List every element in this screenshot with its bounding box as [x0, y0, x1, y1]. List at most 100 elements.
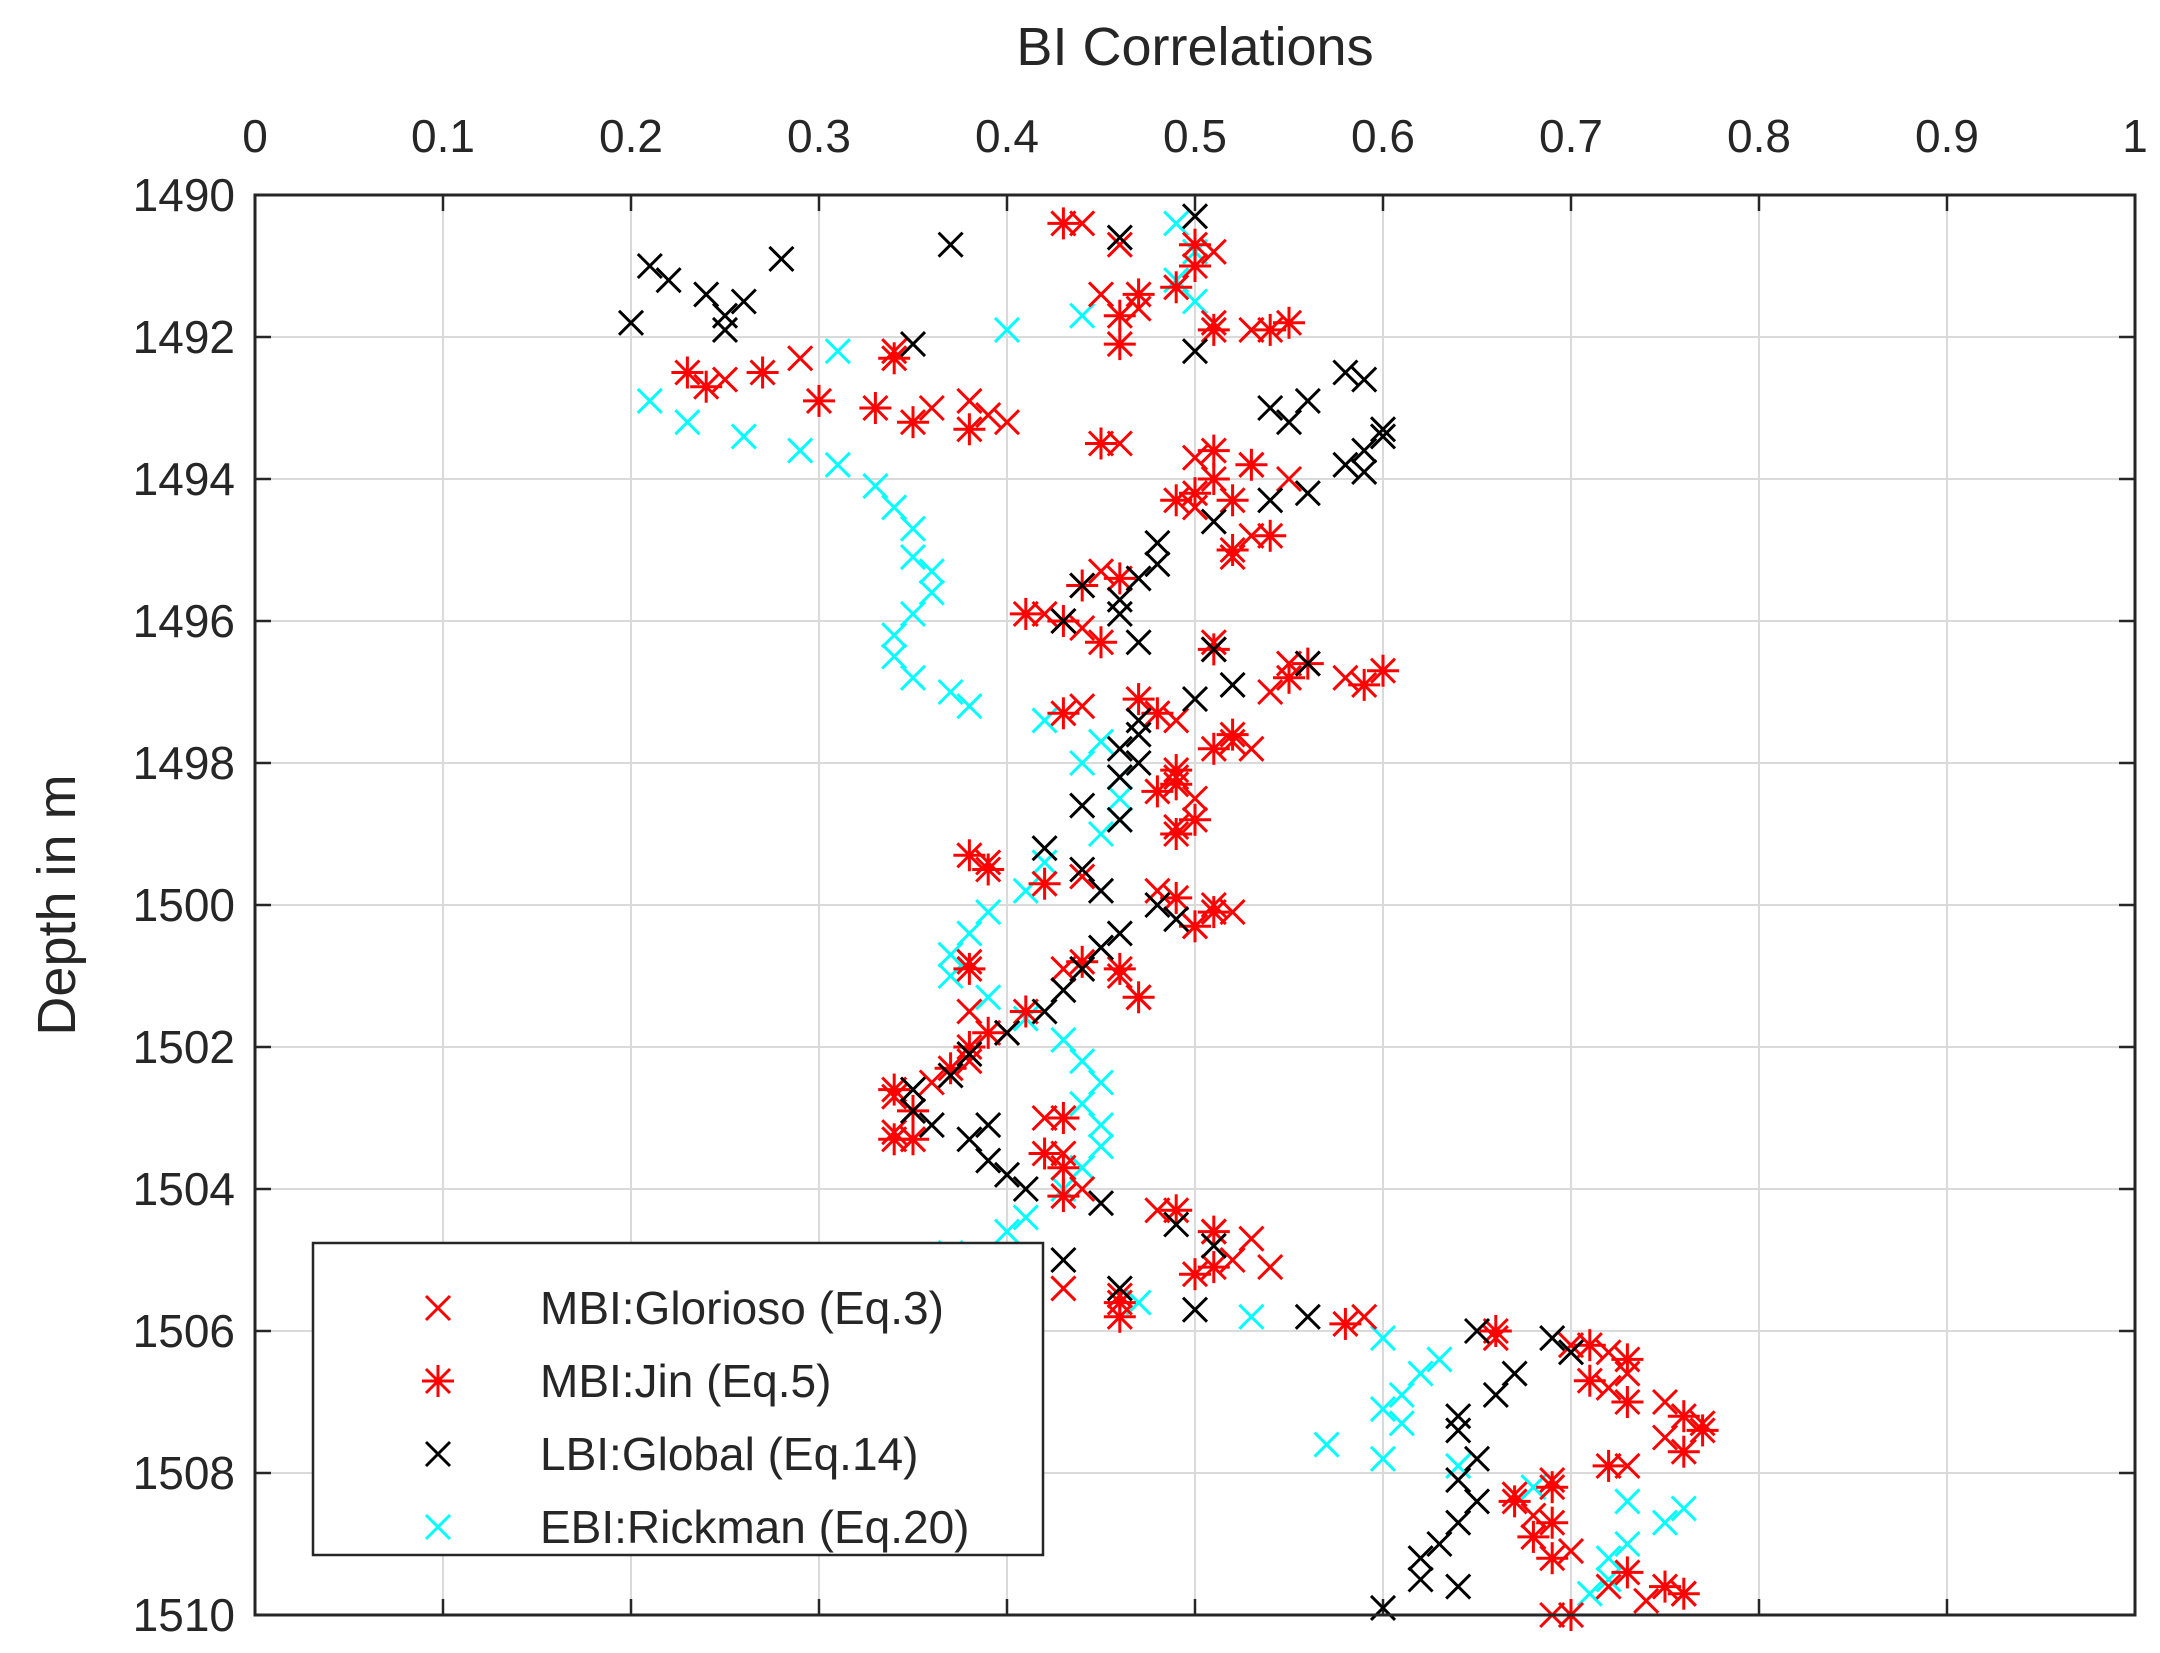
data-point: [1069, 856, 1096, 883]
series-1: [671, 207, 1719, 1631]
data-point: [1050, 1026, 1077, 1053]
data-point: [1141, 775, 1174, 808]
data-point: [1069, 792, 1096, 819]
data-point: [1238, 1225, 1265, 1252]
data-point: [1520, 1474, 1547, 1501]
data-point: [1557, 1332, 1585, 1359]
data-point: [1294, 1303, 1321, 1330]
data-point: [1651, 1388, 1679, 1416]
data-point: [1257, 1254, 1284, 1281]
data-point: [1273, 306, 1305, 339]
data-point: [1179, 803, 1211, 836]
data-point: [1667, 1400, 1700, 1433]
data-point: [918, 579, 945, 606]
data-point: [1445, 1467, 1472, 1494]
data-point: [1479, 1315, 1512, 1347]
x-tick-label: 0.5: [1163, 110, 1227, 162]
data-point: [1103, 328, 1136, 361]
data-point: [1197, 434, 1230, 467]
data-point: [1106, 224, 1133, 251]
data-point: [1047, 1151, 1080, 1184]
data-point: [1012, 1204, 1039, 1231]
data-point: [1087, 820, 1115, 848]
series-3: [636, 210, 1697, 1629]
data-point: [937, 1062, 964, 1089]
data-point: [1047, 1180, 1080, 1213]
data-point: [1539, 1325, 1566, 1352]
x-tick-label: 0: [242, 110, 268, 162]
data-point: [1069, 572, 1096, 599]
data-points: [617, 203, 1719, 1631]
data-point: [1670, 1495, 1697, 1522]
data-point: [975, 402, 1002, 429]
data-point: [1294, 387, 1321, 414]
data-point: [1122, 683, 1155, 716]
data-point: [1087, 281, 1115, 308]
x-tick-label: 0.6: [1351, 110, 1415, 162]
data-point: [1275, 409, 1303, 436]
data-point: [975, 899, 1002, 926]
data-point: [1445, 1509, 1472, 1536]
data-point: [1329, 1307, 1362, 1340]
data-point: [881, 622, 908, 649]
data-point: [1536, 1542, 1569, 1575]
data-point: [1351, 458, 1378, 485]
legend-box: [311, 1241, 1045, 1557]
data-point: [1313, 1431, 1340, 1458]
data-point: [1106, 920, 1133, 947]
data-point: [1651, 1424, 1679, 1451]
legend: MBI:Glorioso (Eq.3) MBI:Jin (Eq.5) LBI:Glo…: [311, 1241, 1045, 1557]
data-point: [1426, 1530, 1453, 1558]
data-point: [993, 1218, 1021, 1245]
data-point: [1257, 678, 1284, 706]
data-point: [1238, 316, 1265, 343]
data-point: [1238, 522, 1265, 549]
data-point: [1611, 1556, 1644, 1589]
data-point: [1197, 732, 1230, 765]
data-point: [1573, 1364, 1606, 1397]
y-tick-label: 1500: [133, 879, 235, 931]
data-point: [1069, 749, 1096, 777]
data-point: [1103, 299, 1136, 332]
data-point: [881, 494, 908, 521]
data-point: [1160, 1194, 1193, 1227]
data-point: [1031, 998, 1058, 1025]
data-point: [934, 1052, 967, 1085]
y-tick-label: 1510: [133, 1589, 235, 1641]
data-point: [1348, 668, 1381, 701]
x-tick-label: 0.4: [975, 110, 1039, 162]
data-point: [937, 231, 964, 258]
y-axis-title: Depth in m: [27, 774, 87, 1035]
data-point: [878, 342, 911, 375]
data-point: [1028, 867, 1061, 900]
data-point: [1294, 650, 1321, 677]
x-tick-labels: 0 0.1 0.2 0.3 0.4 0.5 0.6 0.7 0.8 0.9 1: [242, 110, 2148, 162]
data-point: [1181, 785, 1209, 812]
data-point: [1445, 1417, 1472, 1444]
data-point: [993, 409, 1021, 436]
data-point: [1050, 1246, 1077, 1274]
data-point: [1144, 529, 1171, 556]
data-point: [655, 267, 682, 294]
data-point: [881, 643, 908, 670]
data-point: [1181, 686, 1209, 713]
data-point: [953, 952, 986, 985]
legend-marker: [424, 1294, 452, 1322]
data-point: [1047, 697, 1080, 730]
data-point: [1179, 1258, 1211, 1291]
data-point: [1686, 1414, 1719, 1447]
data-point: [953, 413, 986, 446]
data-point: [956, 693, 983, 720]
data-point: [1351, 437, 1378, 464]
data-point: [671, 356, 704, 389]
data-point: [1106, 231, 1133, 258]
data-point: [1463, 1317, 1491, 1345]
data-point: [1576, 1580, 1603, 1607]
data-point: [993, 1019, 1021, 1046]
data-point: [897, 406, 929, 439]
data-point: [1216, 718, 1249, 751]
data-point: [1369, 1325, 1397, 1352]
data-point: [1179, 250, 1211, 282]
data-point: [1181, 1296, 1209, 1323]
data-point: [956, 1041, 983, 1068]
